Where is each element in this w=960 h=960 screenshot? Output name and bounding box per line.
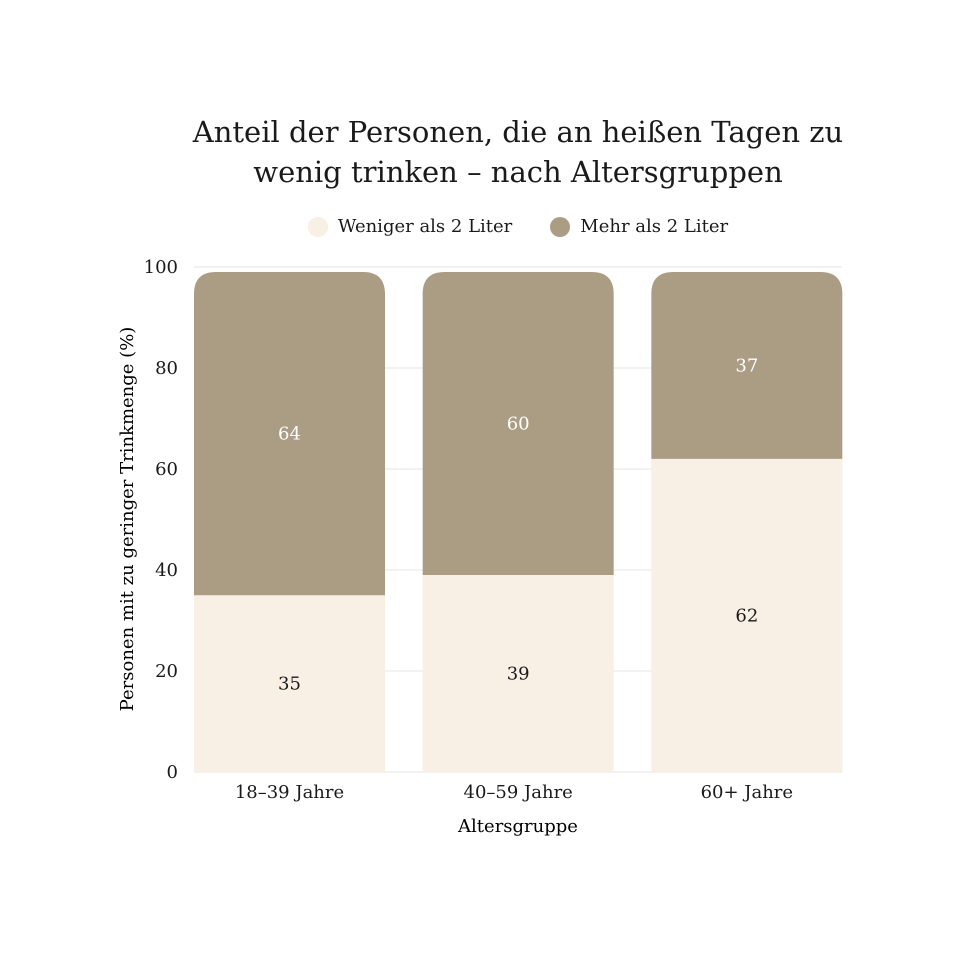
legend-item-weniger[interactable]: Weniger als 2 Liter	[307, 216, 513, 237]
chart-title: Anteil der Personen, die an heißen Tagen…	[150, 112, 886, 192]
bar-value-label: 62	[735, 605, 758, 626]
legend: Weniger als 2 Liter Mehr als 2 Liter	[0, 216, 960, 237]
bar-segment[interactable]	[422, 272, 614, 576]
x-tick-label: 60+ Jahre	[701, 782, 794, 803]
bar-segment[interactable]	[194, 595, 385, 772]
y-axis-ticks: 0 20 40 60 80 100	[144, 257, 178, 783]
y-tick-label: 0	[167, 762, 178, 783]
x-tick-label: 40–59 Jahre	[464, 782, 573, 803]
bar-segment[interactable]	[194, 272, 385, 596]
y-tick-label: 60	[155, 459, 178, 480]
legend-swatch-weniger	[307, 216, 328, 237]
y-tick-label: 20	[155, 661, 178, 682]
y-tick-label: 40	[155, 560, 178, 581]
legend-swatch-mehr	[550, 216, 571, 237]
x-axis-ticks: 18–39 Jahre 40–59 Jahre 60+ Jahre	[235, 782, 793, 803]
bars	[194, 272, 843, 772]
legend-label-mehr: Mehr als 2 Liter	[580, 216, 729, 237]
bar-segment[interactable]	[651, 272, 843, 459]
bar-value-label: 37	[735, 355, 758, 376]
y-tick-label: 80	[155, 358, 178, 379]
bar-data-labels: 35 64 39 60 62 37	[278, 355, 758, 694]
x-axis-label: Altersgruppe	[457, 816, 578, 837]
bar-value-label: 64	[278, 424, 301, 445]
legend-label-weniger: Weniger als 2 Liter	[337, 216, 513, 237]
chart-title-line-1: Anteil der Personen, die an heißen Tagen…	[192, 115, 844, 149]
bar-value-label: 60	[507, 414, 530, 435]
bar-value-label: 35	[278, 674, 301, 695]
bar-segment[interactable]	[422, 575, 614, 772]
y-tick-label: 100	[144, 257, 178, 278]
y-axis-label: Personen mit zu geringer Trinkmenge (%)	[117, 327, 138, 712]
legend-item-mehr[interactable]: Mehr als 2 Liter	[550, 216, 728, 237]
x-tick-label: 18–39 Jahre	[235, 782, 344, 803]
bar-value-label: 39	[507, 664, 530, 685]
chart-title-line-2: wenig trinken – nach Altersgruppen	[253, 155, 783, 189]
bar-segment[interactable]	[651, 458, 843, 772]
